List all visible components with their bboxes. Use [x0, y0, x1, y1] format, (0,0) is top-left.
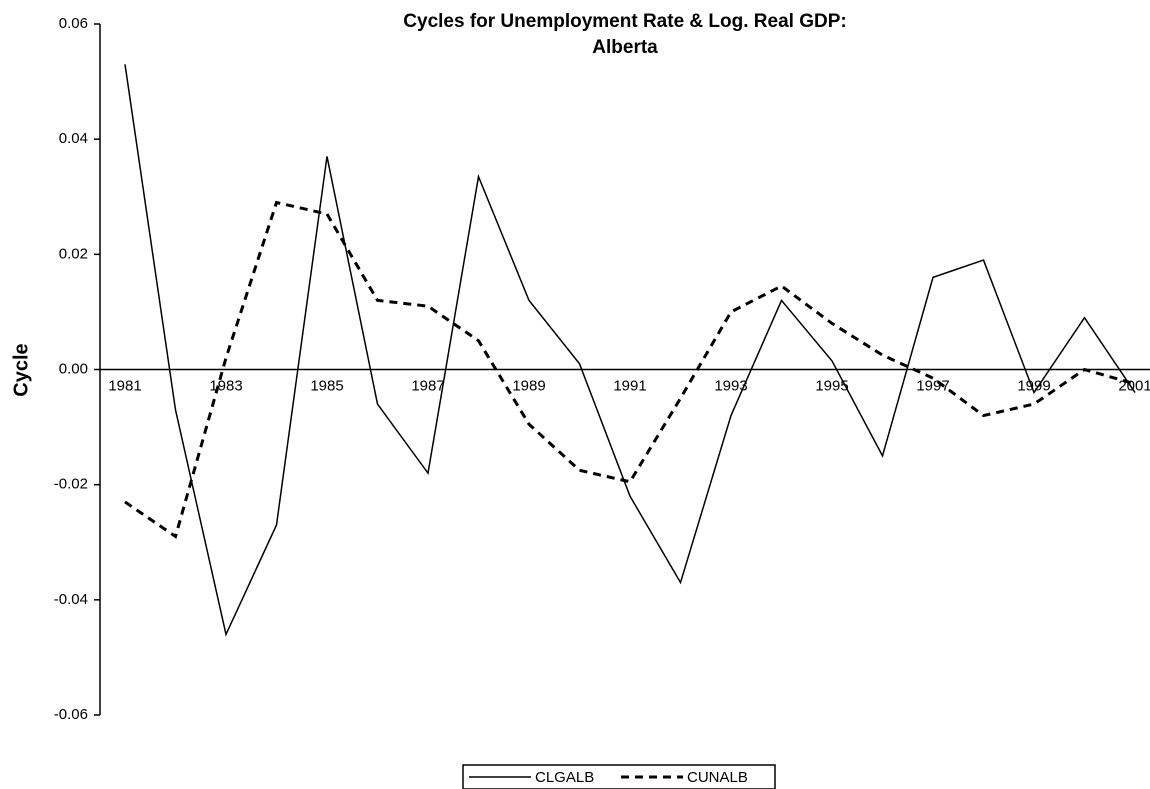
x-tick-label: 1991	[613, 377, 646, 394]
x-tick-label: 1981	[108, 377, 141, 394]
x-tick-label: 1987	[411, 377, 444, 394]
chart-title: Cycles for Unemployment Rate & Log. Real…	[403, 11, 846, 32]
series-line	[124, 64, 1136, 637]
y-tick-label: 0.04	[59, 130, 88, 147]
y-tick-label: -0.04	[54, 591, 88, 608]
x-tick-label: 1985	[310, 377, 343, 394]
y-axis-label: Cycle	[10, 343, 32, 396]
y-tick-label: 0.02	[59, 245, 88, 262]
x-tick-label: 1997	[916, 377, 949, 394]
x-tick-label: 1989	[512, 377, 545, 394]
chart-title: Alberta	[592, 37, 658, 58]
x-tick-label: 1993	[714, 377, 747, 394]
legend-label: CLGALB	[535, 769, 594, 786]
y-tick-label: 0.00	[59, 360, 88, 377]
y-tick-label: -0.02	[54, 476, 88, 493]
y-tick-label: 0.06	[59, 15, 88, 32]
y-tick-label: -0.06	[54, 706, 88, 723]
x-tick-label: 1999	[1017, 377, 1050, 394]
x-tick-label: 1983	[209, 377, 242, 394]
x-tick-label: 1995	[815, 377, 848, 394]
legend-label: CUNALB	[687, 769, 748, 786]
series-line	[124, 200, 1136, 539]
